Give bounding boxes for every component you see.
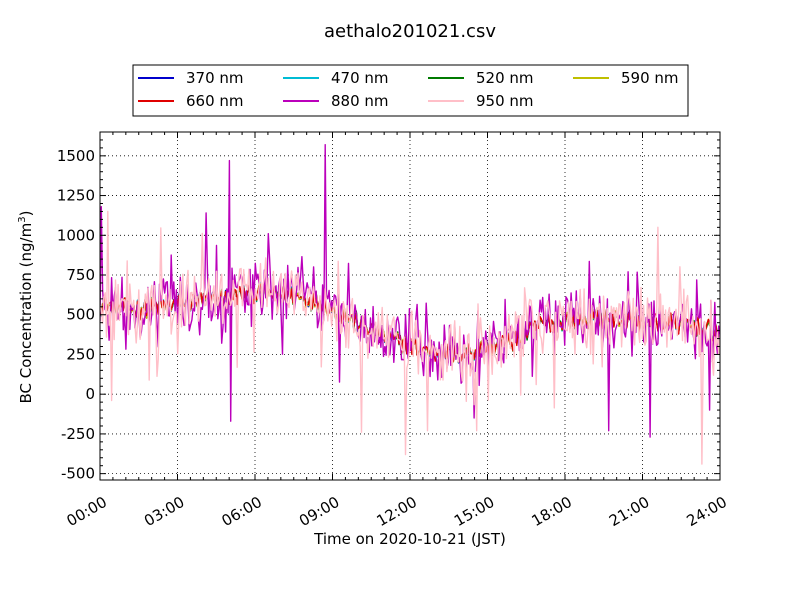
y-axis-label-superscript: 3 [17,216,28,222]
chart-title: aethalo201021.csv [324,21,496,42]
legend-label: 520 nm [476,69,534,87]
legend: 370 nm 470 nm 520 nm 590 nm 660 nm 880 nm 950 … [132,64,689,117]
y-tick-label: -500 [61,465,95,483]
y-tick-label: 0 [85,385,95,403]
y-tick-label: 500 [66,306,95,324]
legend-label: 370 nm [186,69,244,87]
x-tick-label: 24:00 [684,493,730,530]
legend-item: 520 nm [428,69,534,87]
legend-label: 660 nm [186,92,244,110]
x-tick-label: 00:00 [64,493,110,530]
y-tick-label: 1500 [57,147,95,165]
x-tick-label: 03:00 [141,493,187,530]
x-tick-label: 09:00 [296,493,342,530]
legend-label: 590 nm [621,69,679,87]
series-lines [100,144,720,465]
x-tick-label: 06:00 [219,493,265,530]
y-axis-label: BC Concentration (ng/m3) [17,211,35,404]
legend-frame [132,64,689,117]
y-axis-label-close: ) [17,211,35,217]
legend-label: 470 nm [331,69,389,87]
y-axis-label-main: BC Concentration (ng/m [17,223,35,404]
legend-label: 950 nm [476,92,534,110]
legend-item: 950 nm [428,92,534,110]
legend-item: 590 nm [573,69,679,87]
y-tick-label: 1250 [57,187,95,205]
x-tick-label: 15:00 [451,493,497,530]
y-tick-label: 750 [66,266,95,284]
legend-label: 880 nm [331,92,389,110]
x-tick-label: 21:00 [606,493,652,530]
y-tick-label: -250 [61,425,95,443]
x-tick-label: 18:00 [529,493,575,530]
legend-item: 660 nm [138,92,244,110]
series-line-950-nm [100,210,720,465]
y-tick-label: 1000 [57,226,95,244]
legend-item: 880 nm [283,92,389,110]
x-tick-label: 12:00 [374,493,420,530]
legend-item: 370 nm [138,69,244,87]
y-tick-label: 250 [66,345,95,363]
legend-item: 470 nm [283,69,389,87]
plot-area: -500 -250 0 250 500 750 1000 1250 1500 00:00 03:00… [57,131,730,530]
x-axis-label: Time on 2020-10-21 (JST) [313,530,506,548]
